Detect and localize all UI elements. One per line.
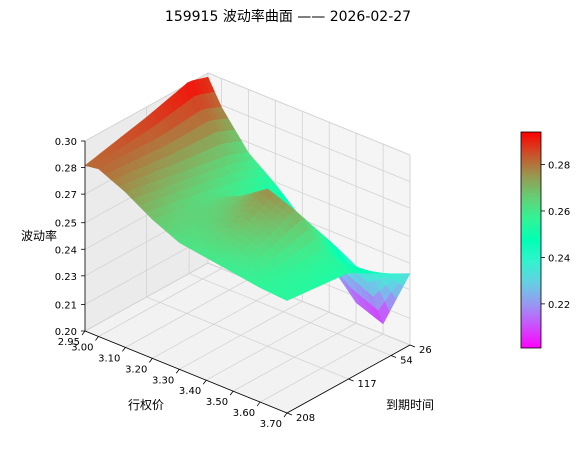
x-tick-mark (256, 401, 261, 407)
y-tick-label: 26 (419, 345, 432, 356)
colorbar-tick-label: 0.28 (548, 161, 570, 172)
z-tick-label: 0.21 (55, 300, 77, 311)
colorbar-tick-label: 0.22 (548, 300, 570, 311)
colorbar-tick-label: 0.26 (548, 207, 570, 218)
x-tick-mark (149, 358, 153, 363)
x-tick-mark (202, 379, 207, 385)
x-tick-mark (283, 412, 288, 418)
colorbar: 0.22 0.24 0.26 0.28 (520, 131, 570, 349)
z-axis-label: 波动率 (21, 228, 57, 243)
z-tick-label: 0.30 (55, 137, 77, 148)
x-axis-label: 行权价 (128, 398, 164, 412)
chart-title: 159915 波动率曲面 —— 2026-02-27 (165, 8, 411, 25)
z-tick-label: 0.20 (55, 327, 77, 338)
x-tick-label: 3.30 (152, 375, 174, 386)
x-tick-mark (229, 390, 234, 396)
x-tick-label: 2.95 (58, 337, 80, 348)
y-tick-mark (286, 412, 293, 416)
x-tick-label: 3.50 (206, 397, 228, 408)
surface-facet (279, 294, 293, 301)
y-tick-mark (348, 378, 354, 382)
x-axis-line (84, 330, 288, 414)
x-tick-mark (81, 330, 86, 336)
y-tick-mark (390, 355, 397, 358)
x-tick-mark (122, 347, 126, 352)
y-tick-mark (409, 344, 416, 348)
z-tick-label: 0.24 (55, 245, 77, 256)
x-tick-label: 3.20 (125, 364, 147, 375)
z-tick-label: 0.27 (55, 190, 77, 201)
z-tick-label: 0.25 (55, 219, 77, 230)
x-tick-mark (95, 336, 99, 341)
y-tick-label: 208 (296, 413, 315, 424)
axis-ticks: 2.953.00 3.10 3.20 3.30 3.40 3.50 3.60 3.70 26 54… (55, 137, 432, 430)
x-tick-mark (175, 369, 180, 374)
x-tick-label: 3.60 (233, 408, 255, 419)
vol-gridline (84, 72, 411, 156)
x-tick-label: 3.70 (260, 419, 282, 430)
z-tick-label: 0.23 (55, 272, 77, 283)
y-axis-label: 到期时间 (386, 398, 434, 412)
x-tick-label: 3.40 (179, 386, 201, 397)
z-tick-label: 0.28 (55, 164, 77, 175)
colorbar-tick-label: 0.24 (548, 253, 570, 264)
y-tick-label: 117 (358, 379, 377, 390)
x-tick-label: 3.10 (98, 353, 120, 364)
colorbar-gradient (520, 131, 542, 349)
vol-gridline (84, 262, 411, 346)
x-tick-label: 3.00 (71, 342, 93, 353)
y-tick-label: 54 (400, 355, 413, 366)
volatility-surface (84, 76, 411, 325)
